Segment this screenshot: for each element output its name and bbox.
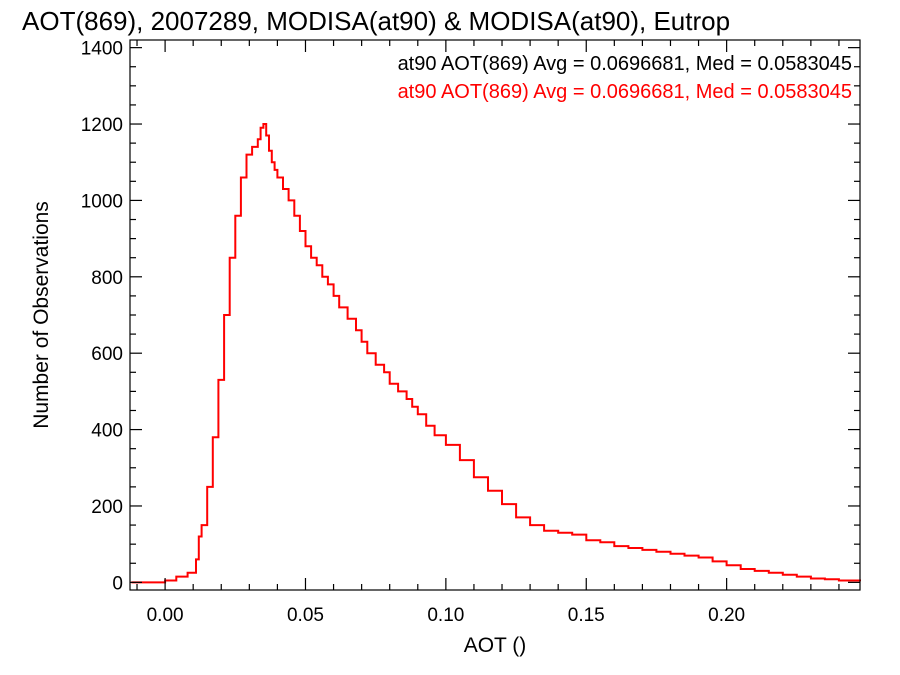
x-tick-label: 0.10 — [427, 605, 464, 626]
tick-layer — [130, 40, 860, 590]
y-tick-label: 400 — [91, 421, 123, 442]
x-tick-labels: 0.00 0.05 0.10 0.15 0.20 — [147, 605, 746, 626]
annotation-average-median-red: at90 AOT(869) Avg = 0.0696681, Med = 0.0… — [398, 81, 852, 103]
plot-frame — [129, 39, 861, 591]
chart-title: AOT(869), 2007289, MODISA(at90) & MODISA… — [22, 6, 730, 36]
x-axis-label: AOT () — [464, 634, 527, 657]
y-tick-label: 1200 — [81, 115, 123, 136]
y-tick-label: 1400 — [81, 39, 123, 60]
y-tick-label: 1000 — [81, 191, 123, 212]
annotation-average-median-black: at90 AOT(869) Avg = 0.0696681, Med = 0.0… — [398, 53, 852, 75]
y-tick-label: 800 — [91, 268, 123, 289]
y-tick-label: 600 — [91, 344, 123, 365]
y-axis-label: Number of Observations — [30, 201, 53, 429]
series-layer — [131, 123, 861, 584]
x-tick-label: 0.15 — [568, 605, 605, 626]
histogram-series-2 — [131, 123, 861, 584]
y-tick-labels: 0 200 400 600 800 1000 1200 1400 — [81, 39, 123, 595]
x-tick-label: 0.05 — [287, 605, 324, 626]
plot-area — [129, 39, 861, 591]
x-tick-label: 0.00 — [147, 605, 184, 626]
y-tick-label: 0 — [112, 573, 123, 594]
x-tick-label: 0.20 — [708, 605, 745, 626]
y-tick-label: 200 — [91, 497, 123, 518]
